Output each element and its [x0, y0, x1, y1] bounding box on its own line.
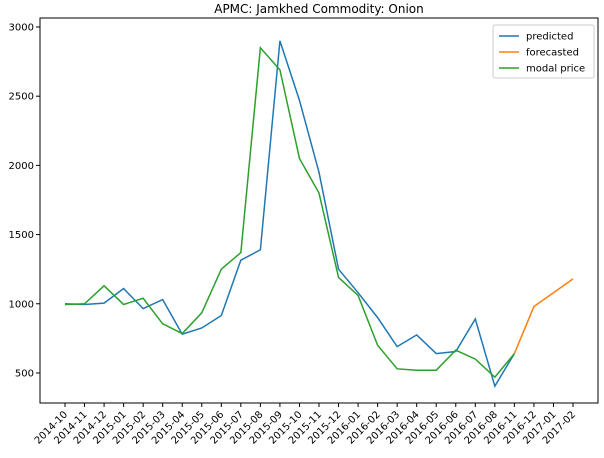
series-line: [64, 45, 515, 379]
legend-label: modal price: [526, 64, 585, 75]
series-line: [64, 40, 516, 388]
legend-label: forecasted: [526, 48, 579, 59]
y-tick-label: 3000: [9, 22, 34, 33]
y-tick-label: 2500: [9, 92, 34, 103]
y-tick-label: 500: [15, 368, 34, 379]
legend-label: predicted: [526, 32, 573, 43]
legend-box: [492, 24, 595, 79]
y-tick-label: 1500: [9, 230, 34, 241]
chart-title: APMC: Jamkhed Commodity: Onion: [214, 2, 424, 16]
y-tick-label: 1000: [9, 299, 34, 310]
series-line: [513, 278, 574, 354]
y-tick-label: 2000: [9, 161, 34, 172]
